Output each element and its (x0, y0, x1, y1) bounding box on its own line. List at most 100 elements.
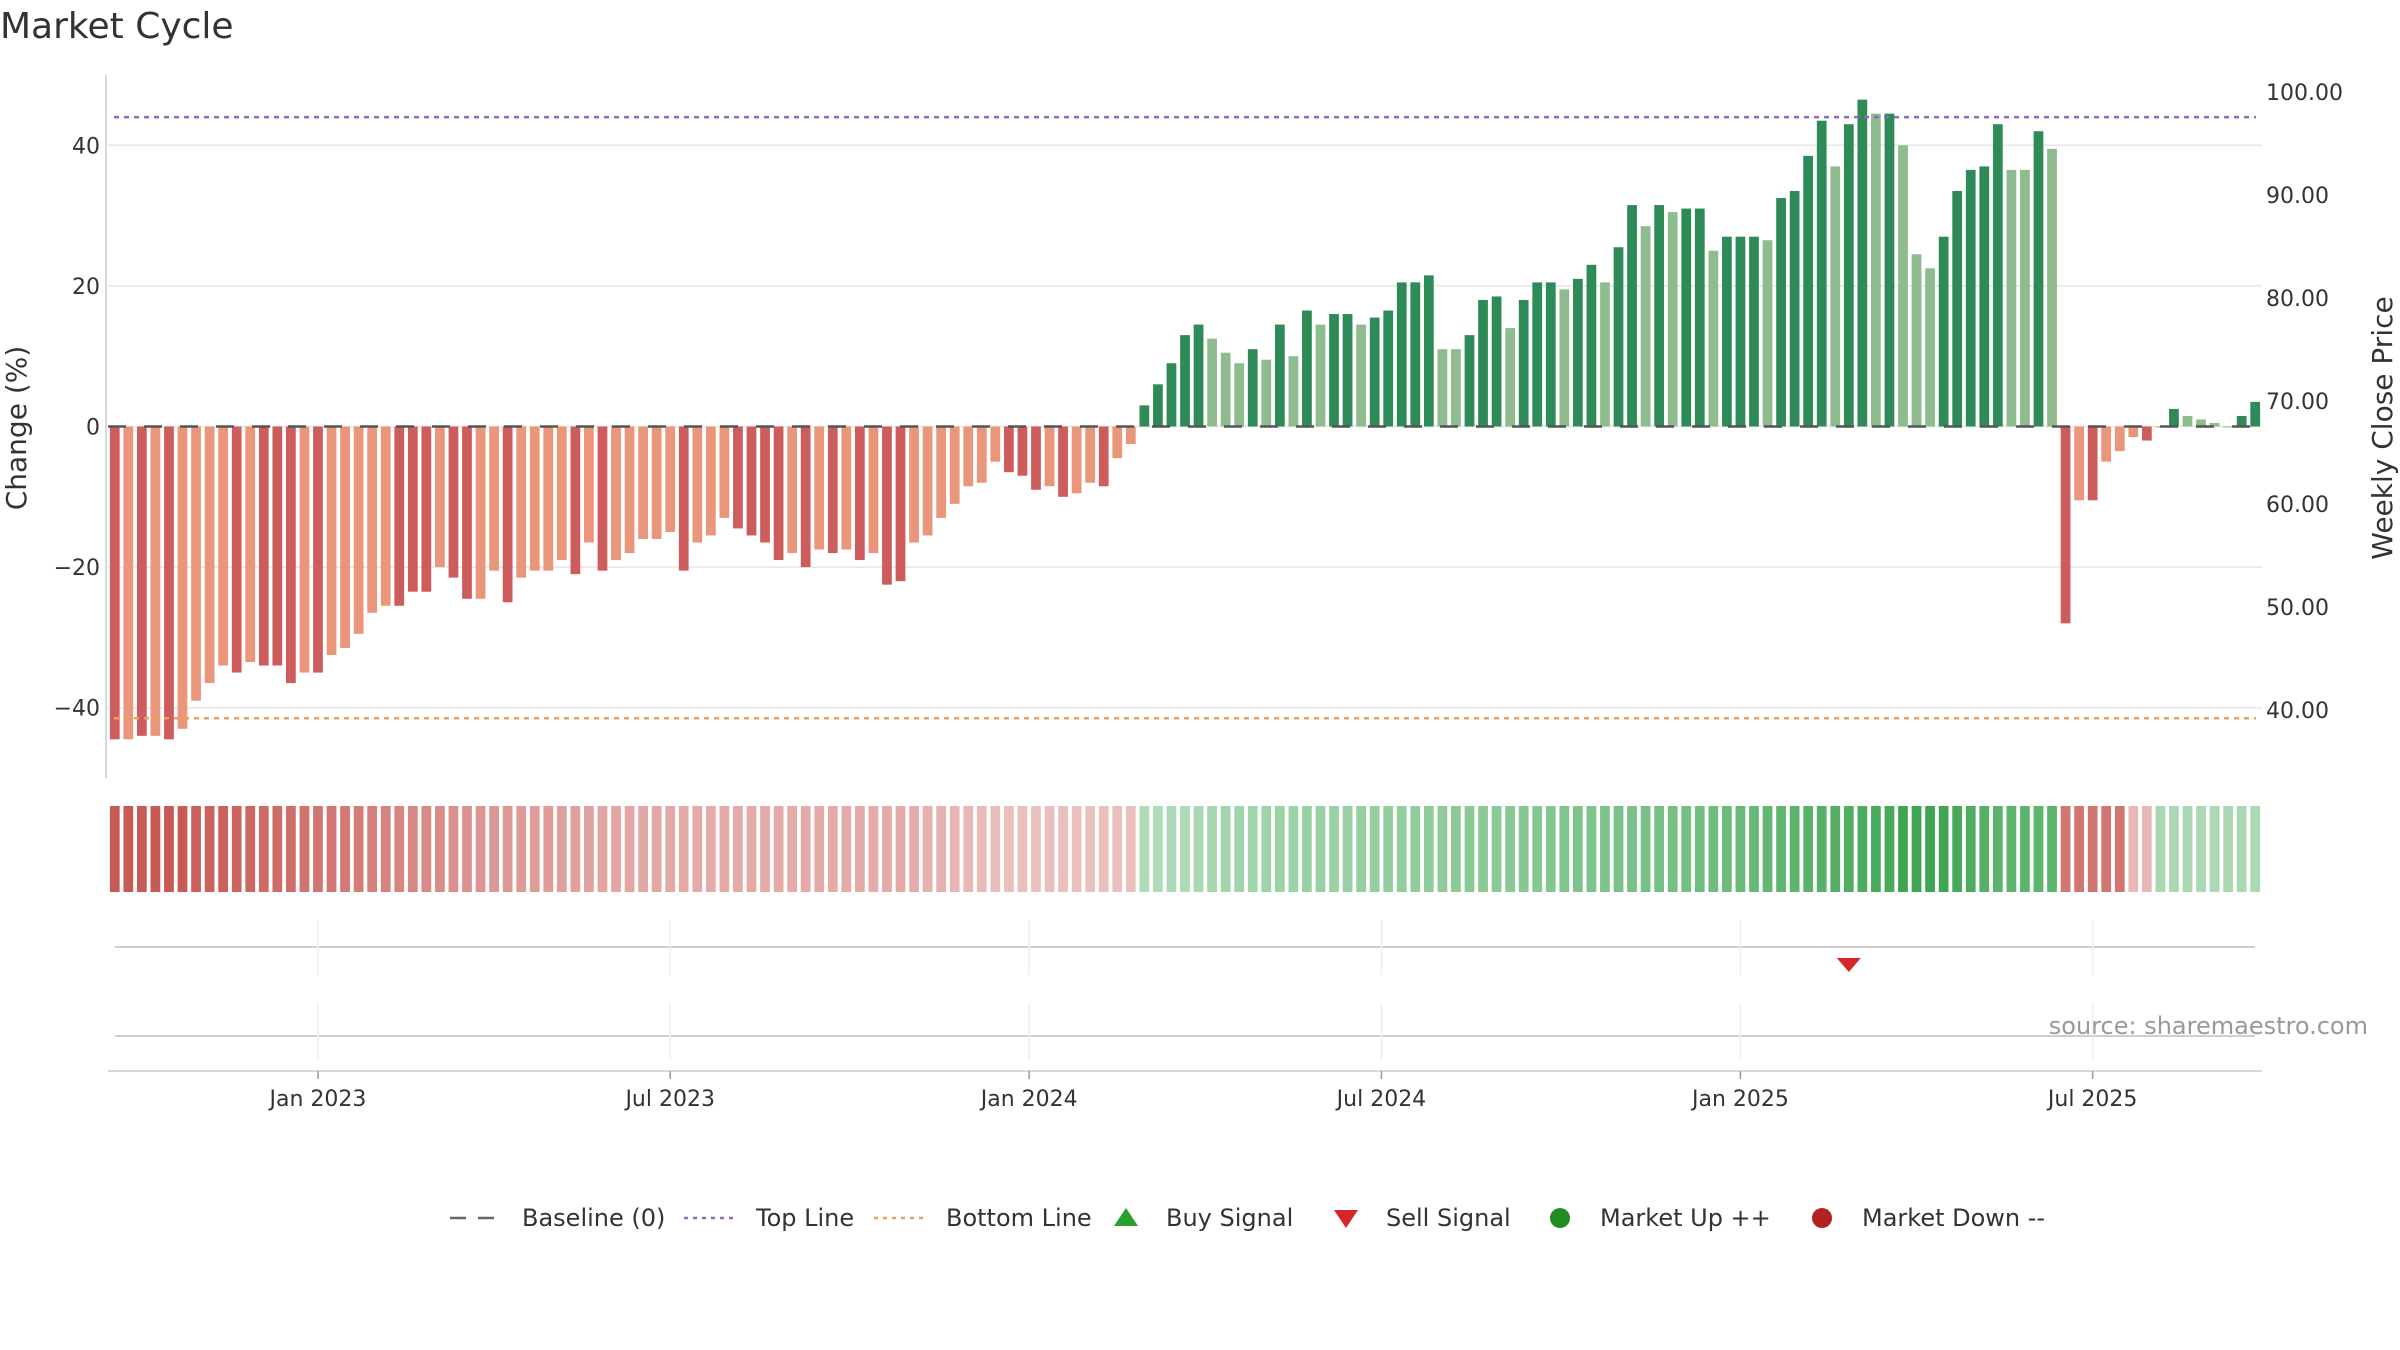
legend-swatch-circle (1812, 1208, 1832, 1228)
strength-cell (1505, 806, 1516, 892)
strength-cell (597, 806, 608, 892)
axes: −40 −20 0 20 40 40.00 50.00 60.00 70.00 80.00 90.0… (54, 75, 2343, 778)
bar (1288, 356, 1299, 427)
strength-cell (2101, 806, 2112, 892)
strength-cell (1803, 806, 1814, 892)
chart-title: Market Cycle (0, 6, 234, 47)
bar (1667, 212, 1678, 427)
bar (421, 426, 432, 592)
bar (1423, 275, 1434, 427)
y-tick-label: 0 (86, 416, 100, 441)
strength-cell (1871, 806, 1881, 892)
strength-cell (1979, 806, 1990, 892)
strength-cell (2033, 806, 2044, 892)
strength-cell (367, 806, 378, 892)
bar (258, 426, 269, 666)
bar (733, 426, 743, 529)
legend-item: Sell Signal (1334, 1204, 1511, 1232)
bar (272, 426, 283, 666)
strength-cell (1708, 806, 1719, 892)
bar (1356, 324, 1366, 427)
bar (1410, 282, 1421, 427)
right-tick-label: 40.00 (2266, 699, 2329, 724)
bar (2182, 415, 2193, 427)
bar (1600, 282, 1610, 427)
strength-cell (787, 806, 798, 892)
bar (1044, 426, 1055, 487)
bar (2250, 401, 2261, 427)
strength-cell (380, 806, 391, 892)
strength-cell (2236, 806, 2247, 892)
strength-cell (123, 806, 134, 892)
bar (245, 426, 256, 663)
bar (1125, 426, 1136, 445)
bar (326, 426, 337, 655)
bar (1654, 205, 1665, 427)
bar (773, 426, 784, 561)
bar (191, 426, 201, 701)
strength-cell (1654, 806, 1665, 892)
bar (204, 426, 215, 684)
strength-cell (1112, 806, 1123, 892)
bar (882, 426, 892, 585)
legend-swatch-triangle-up (1114, 1208, 1138, 1226)
bar (895, 426, 906, 582)
reference-lines (108, 115, 2262, 720)
strength-cell (1478, 806, 1488, 892)
strength-cell (421, 806, 432, 892)
right-tick-label: 80.00 (2266, 287, 2329, 312)
bar (394, 426, 405, 606)
strength-cell (2182, 806, 2193, 892)
right-tick-label: 90.00 (2266, 184, 2329, 209)
bar (435, 426, 445, 568)
strength-cell (258, 806, 269, 892)
bar (1843, 124, 1854, 427)
strength-cell (1342, 806, 1353, 892)
legend-label: Market Up ++ (1600, 1204, 1771, 1232)
strength-cell (1776, 806, 1786, 892)
bar (1979, 166, 1990, 427)
bar (1004, 426, 1014, 473)
bar (407, 426, 418, 592)
x-tick-label: Jan 2023 (268, 1087, 367, 1112)
strength-cell (1329, 806, 1339, 892)
bar (868, 426, 879, 554)
x-tick-label: Jul 2025 (2046, 1087, 2138, 1112)
bar (1857, 99, 1868, 427)
right-tick-label: 50.00 (2266, 596, 2329, 621)
bar (936, 426, 947, 518)
bar (624, 426, 635, 554)
bar (787, 426, 798, 554)
bar (1749, 236, 1759, 427)
strength-cell (719, 806, 730, 892)
legend-swatch-circle (1550, 1208, 1570, 1228)
strength-cell (1234, 806, 1245, 892)
strength-cell (2074, 806, 2084, 892)
bar (1315, 324, 1326, 427)
bar (2074, 426, 2084, 501)
bar (1803, 155, 1814, 427)
right-tick-label: 70.00 (2266, 390, 2329, 415)
strength-cell (2087, 806, 2098, 892)
strength-cell (841, 806, 852, 892)
legend-item: Market Down -- (1812, 1204, 2045, 1232)
bar (177, 426, 188, 729)
bar (922, 426, 933, 536)
strength-cell (638, 806, 648, 892)
bar (1234, 363, 1245, 427)
bar (1735, 236, 1746, 427)
x-tick-label: Jan 2024 (979, 1087, 1078, 1112)
bar (313, 426, 323, 673)
legend-label: Top Line (755, 1204, 854, 1232)
legend-item: Bottom Line (874, 1204, 1092, 1232)
bar (1437, 349, 1448, 427)
bar (2141, 426, 2152, 441)
strength-cell (1071, 806, 1082, 892)
bar (529, 426, 540, 571)
bar (353, 426, 364, 634)
bar (1153, 384, 1163, 427)
bar (1369, 317, 1380, 427)
strength-cell (1938, 806, 1949, 892)
strength-cell (2006, 806, 2017, 892)
